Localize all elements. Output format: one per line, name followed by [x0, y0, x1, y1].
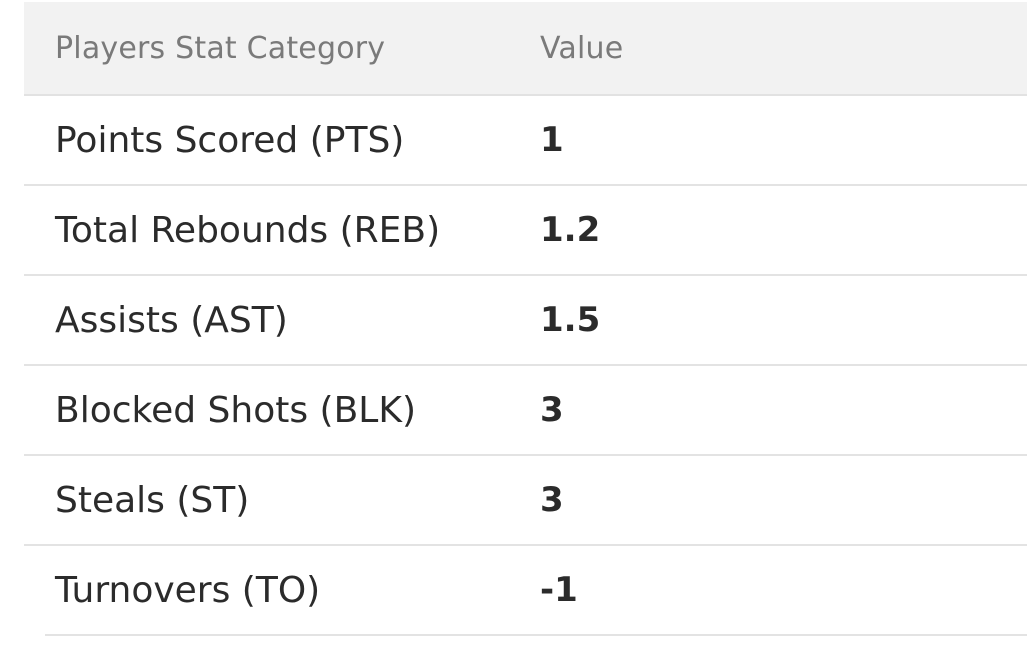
stat-value: 3 [540, 390, 564, 430]
stat-value: 3 [540, 480, 564, 520]
stat-category: Turnovers (TO) [55, 569, 321, 611]
table-row: Steals (ST) 3 [24, 456, 1027, 546]
stats-table: Players Stat Category Value Points Score… [24, 2, 1027, 636]
stat-value: -1 [540, 570, 578, 610]
stat-category: Blocked Shots (BLK) [55, 389, 416, 431]
table-row: Points Scored (PTS) 1 [24, 96, 1027, 186]
table-row: Blocked Shots (BLK) 3 [24, 366, 1027, 456]
stat-category: Total Rebounds (REB) [55, 209, 441, 251]
table-row: Assists (AST) 1.5 [24, 276, 1027, 366]
stat-value: 1.5 [540, 300, 601, 340]
stat-value: 1.2 [540, 210, 601, 250]
stat-value: 1 [540, 120, 564, 160]
stat-category: Points Scored (PTS) [55, 119, 405, 161]
table-header: Players Stat Category Value [24, 2, 1027, 96]
stat-category: Assists (AST) [55, 299, 288, 341]
table-row: Total Rebounds (REB) 1.2 [24, 186, 1027, 276]
table-row: Turnovers (TO) -1 [45, 546, 1027, 636]
header-category: Players Stat Category [55, 30, 386, 66]
stat-category: Steals (ST) [55, 479, 250, 521]
header-value: Value [540, 30, 624, 66]
